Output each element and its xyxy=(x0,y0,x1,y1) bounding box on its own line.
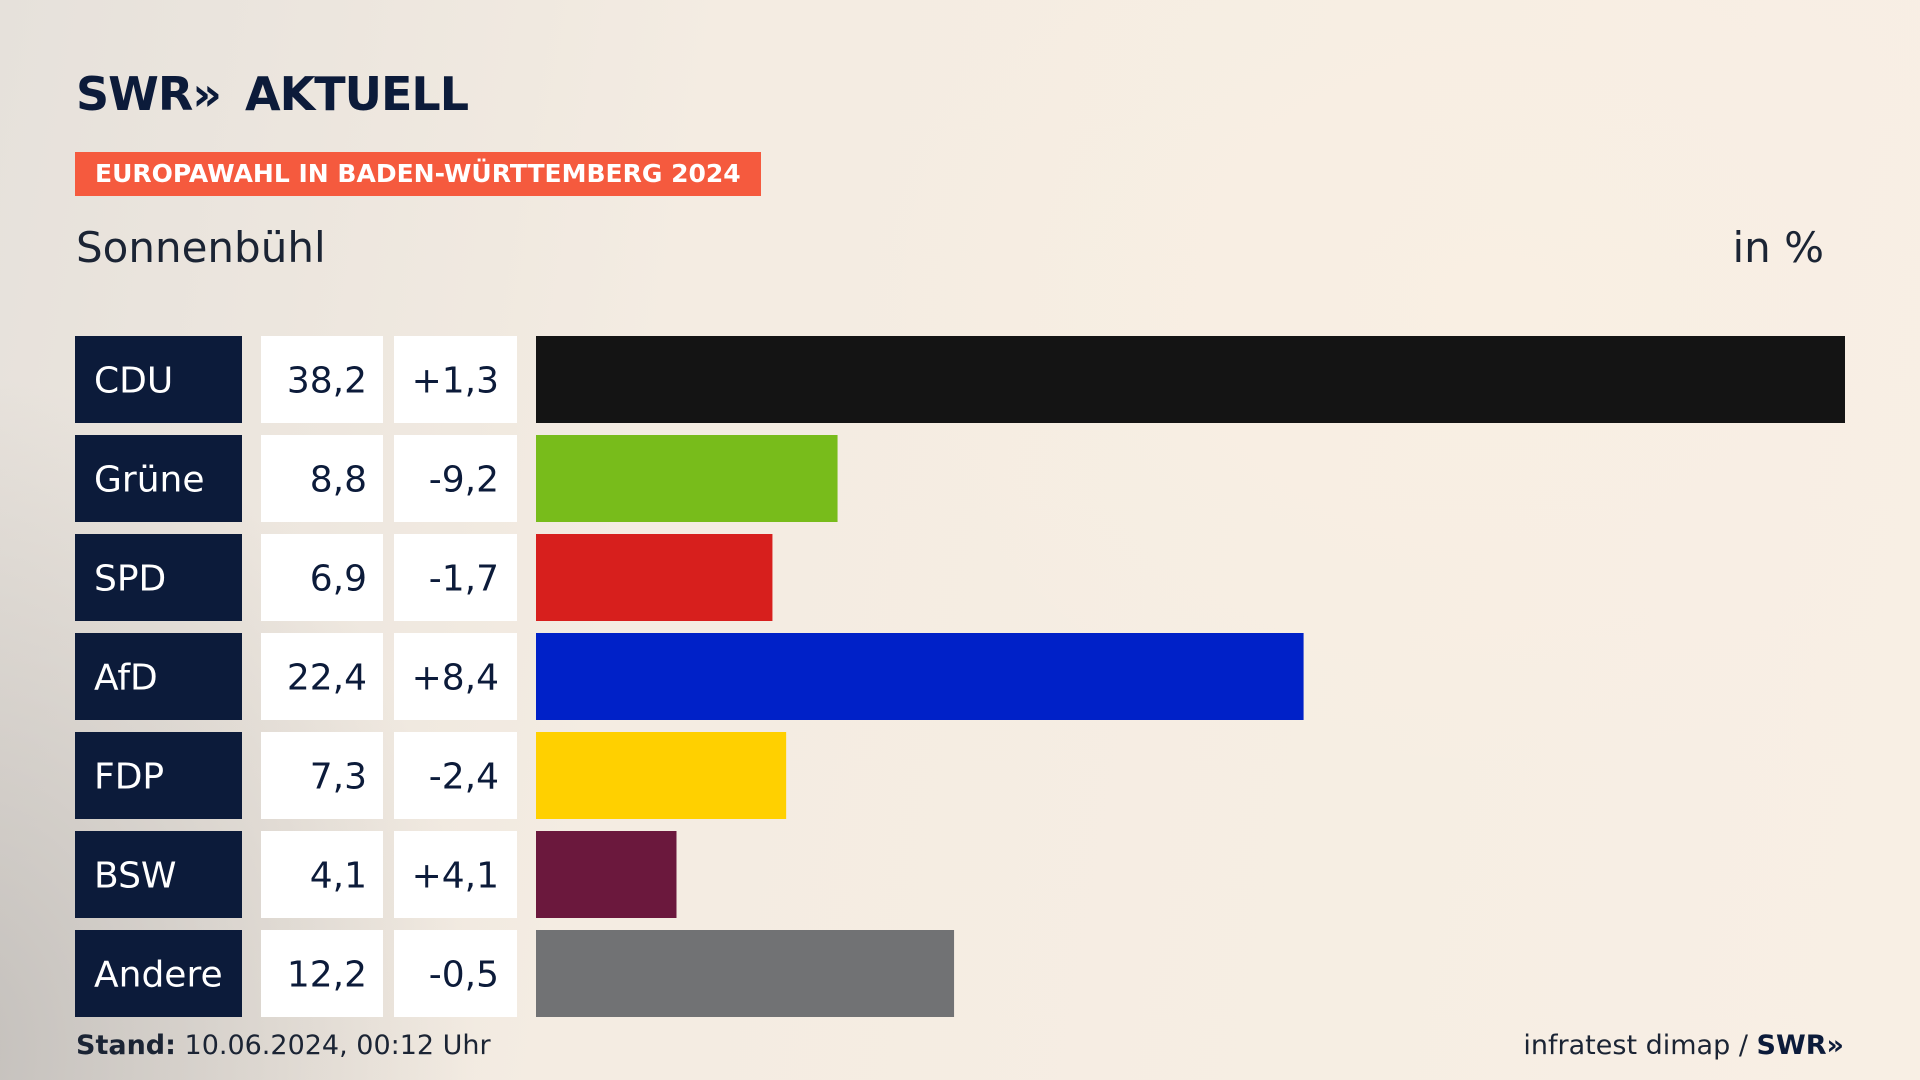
party-label: AfD xyxy=(94,658,158,699)
municipality-title: Sonnenbühl xyxy=(76,223,326,272)
party-label-box xyxy=(75,336,242,423)
bar-afd xyxy=(536,633,1304,720)
party-label-box xyxy=(75,633,242,720)
change-box xyxy=(394,831,517,918)
bar-andere xyxy=(536,930,955,1017)
change-box xyxy=(394,633,517,720)
bar-bsw xyxy=(536,831,677,918)
vote-share-label: 38,2 xyxy=(287,361,367,402)
party-label-box xyxy=(75,732,242,819)
change-label: -2,4 xyxy=(429,757,499,798)
change-label: -0,5 xyxy=(429,955,499,996)
vote-share-label: 22,4 xyxy=(287,658,367,699)
party-label: BSW xyxy=(94,856,177,897)
unit-label: in % xyxy=(1732,223,1824,272)
change-label: +8,4 xyxy=(412,658,499,699)
bar-grne xyxy=(536,435,838,522)
vote-share-label: 8,8 xyxy=(310,460,367,501)
vote-share-box xyxy=(261,534,383,621)
swr-mini-logo: SWR» xyxy=(1756,1030,1844,1061)
vote-share-box xyxy=(261,831,383,918)
bar-fdp xyxy=(536,732,787,819)
swr-aktuell-logo: SWR» AKTUELL xyxy=(76,67,469,121)
vote-share-box xyxy=(261,336,383,423)
change-label: +1,3 xyxy=(412,361,499,402)
vote-share-label: 7,3 xyxy=(310,757,367,798)
election-badge: EUROPAWAHL IN BADEN-WÜRTTEMBERG 2024 xyxy=(75,152,761,196)
change-label: -9,2 xyxy=(429,460,499,501)
party-label-box xyxy=(75,831,242,918)
change-label: +4,1 xyxy=(412,856,499,897)
source-credit: infratest dimap / SWR» xyxy=(1523,1030,1844,1061)
vote-share-label: 12,2 xyxy=(287,955,367,996)
party-label: Grüne xyxy=(94,460,204,501)
change-box xyxy=(394,930,517,1017)
change-box xyxy=(394,534,517,621)
vote-share-box xyxy=(261,930,383,1017)
vote-share-box xyxy=(261,633,383,720)
vote-share-box xyxy=(261,435,383,522)
party-label-box xyxy=(75,534,242,621)
bar-spd xyxy=(536,534,773,621)
change-label: -1,7 xyxy=(429,559,499,600)
party-label: SPD xyxy=(94,559,166,600)
change-box xyxy=(394,336,517,423)
change-box xyxy=(394,435,517,522)
party-label: CDU xyxy=(94,361,173,402)
change-box xyxy=(394,732,517,819)
party-label: Andere xyxy=(94,955,223,996)
bar-cdu xyxy=(536,336,1845,423)
vote-share-label: 4,1 xyxy=(310,856,367,897)
timestamp: Stand: 10.06.2024, 00:12 Uhr xyxy=(76,1030,491,1061)
party-label-box xyxy=(75,435,242,522)
party-label-box xyxy=(75,930,242,1017)
vote-share-box xyxy=(261,732,383,819)
party-label: FDP xyxy=(94,757,164,798)
vote-share-label: 6,9 xyxy=(310,559,367,600)
